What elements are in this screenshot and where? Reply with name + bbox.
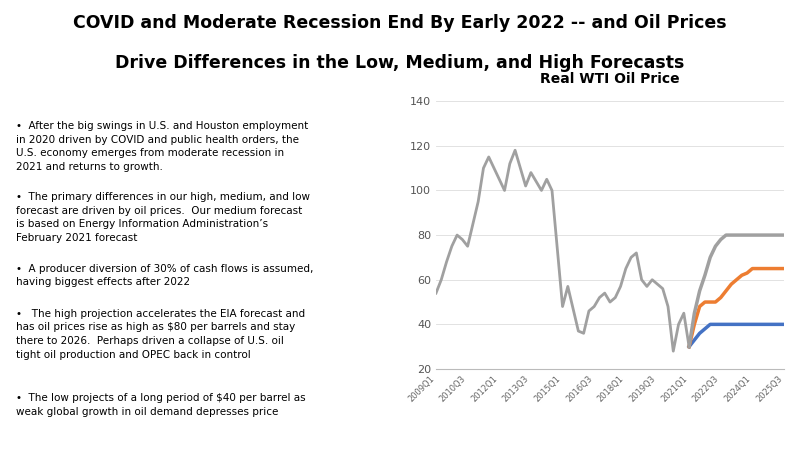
- Text: Drive Differences in the Low, Medium, and High Forecasts: Drive Differences in the Low, Medium, an…: [115, 54, 685, 72]
- Text: •  A producer diversion of 30% of cash flows is assumed,
having biggest effects : • A producer diversion of 30% of cash fl…: [16, 264, 314, 287]
- Text: •  The primary differences in our high, medium, and low
forecast are driven by o: • The primary differences in our high, m…: [16, 192, 310, 243]
- Text: COVID and Moderate Recession End By Early 2022 -- and Oil Prices: COVID and Moderate Recession End By Earl…: [73, 14, 727, 32]
- Title: Real WTI Oil Price: Real WTI Oil Price: [540, 72, 680, 86]
- Text: •  After the big swings in U.S. and Houston employment
in 2020 driven by COVID a: • After the big swings in U.S. and Houst…: [16, 121, 308, 172]
- Text: •   The high projection accelerates the EIA forecast and
has oil prices rise as : • The high projection accelerates the EI…: [16, 309, 305, 360]
- Text: •  The low projects of a long period of $40 per barrel as
weak global growth in : • The low projects of a long period of $…: [16, 393, 306, 417]
